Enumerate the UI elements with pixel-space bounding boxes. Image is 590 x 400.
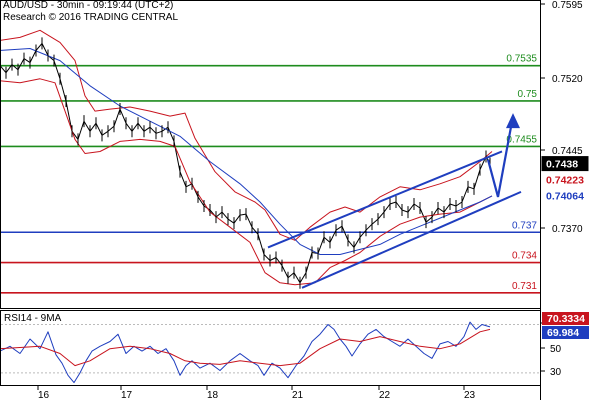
level-label: 0.731 xyxy=(512,281,537,292)
rsi-badge xyxy=(542,326,589,339)
upper-band-line xyxy=(1,29,493,241)
lower-band-line xyxy=(1,78,493,286)
price-badge xyxy=(541,171,589,187)
moving-average-line xyxy=(1,48,493,255)
price-badge xyxy=(541,156,589,172)
channel-upper-line xyxy=(267,150,503,249)
price-badge-label: 0.7438 xyxy=(546,159,578,171)
date-tick-label: 23 xyxy=(464,390,476,400)
price-tick-label: 0.7595 xyxy=(552,0,583,11)
level-label: 0.75 xyxy=(518,89,538,100)
level-label: 0.734 xyxy=(512,251,537,262)
rsi-title: RSI14 - 9MA xyxy=(4,313,62,324)
date-tick-label: 21 xyxy=(292,390,304,400)
price-series-group xyxy=(1,29,493,289)
rsi-tick-label: 50 xyxy=(550,344,562,355)
level-label: 0.7455 xyxy=(506,134,537,145)
date-tick-label: 18 xyxy=(207,390,219,400)
rsi-badge-label: 70.3334 xyxy=(547,313,585,325)
forecast-arrow-line xyxy=(486,115,515,198)
date-tick-label: 22 xyxy=(379,390,391,400)
chart-title: AUD/USD - 30min - 09:19:44 (UTC+2) xyxy=(3,0,174,11)
rsi-tick-label: 30 xyxy=(550,367,562,378)
level-label: 0.737 xyxy=(512,220,537,231)
price-badge-label: 0.74223 xyxy=(546,174,584,186)
rsi-panel-frame xyxy=(0,310,541,386)
price-tick-label: 0.7370 xyxy=(552,224,583,235)
forecast-arrow-head xyxy=(506,113,520,129)
price-tick-label: 0.7445 xyxy=(552,146,583,157)
date-tick-label: 17 xyxy=(121,390,133,400)
channel-lower-line xyxy=(301,190,522,289)
rsi-badge-label: 69.984 xyxy=(547,327,579,339)
rsi-line xyxy=(1,321,491,384)
price-badge xyxy=(541,188,589,204)
chart-copyright: Research © 2016 TRADING CENTRAL xyxy=(3,12,179,23)
price-line xyxy=(1,42,491,284)
rsi-ma-line xyxy=(1,328,491,367)
price-badge-label: 0.74064 xyxy=(546,191,584,203)
date-tick-label: 16 xyxy=(38,390,50,400)
rsi-badge xyxy=(542,312,589,325)
rsi-series-group xyxy=(1,321,491,384)
level-label: 0.7535 xyxy=(506,54,537,65)
price-tick-label: 0.7520 xyxy=(552,74,583,85)
